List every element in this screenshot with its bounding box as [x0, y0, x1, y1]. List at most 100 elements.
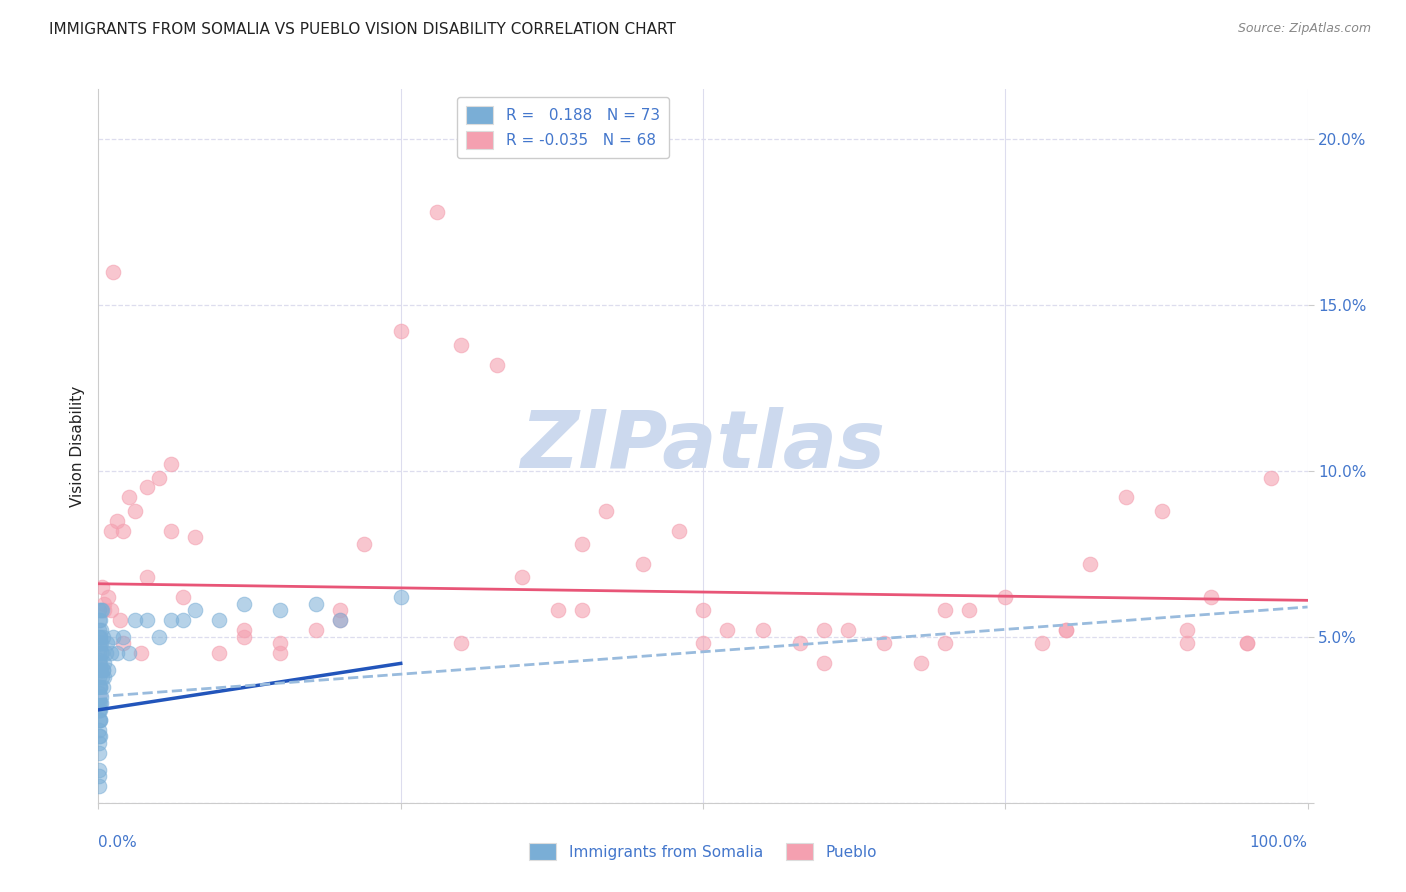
- Point: [89, 690, 111, 704]
- Point: [135, 570, 157, 584]
- Point: [87, 769, 110, 783]
- Point: [90, 696, 112, 710]
- Point: [1031, 636, 1053, 650]
- Point: [232, 597, 254, 611]
- Point: [93, 603, 115, 617]
- Point: [89, 657, 111, 671]
- Point: [90, 603, 112, 617]
- Point: [160, 524, 183, 538]
- Point: [93, 657, 115, 671]
- Point: [87, 746, 110, 760]
- Point: [135, 613, 157, 627]
- Point: [90, 690, 112, 704]
- Point: [692, 636, 714, 650]
- Point: [87, 603, 110, 617]
- Text: ZIPatlas: ZIPatlas: [520, 407, 886, 485]
- Point: [305, 624, 328, 638]
- Point: [269, 636, 291, 650]
- Point: [172, 590, 194, 604]
- Point: [789, 636, 811, 650]
- Point: [87, 653, 110, 667]
- Point: [208, 647, 231, 661]
- Point: [100, 603, 122, 617]
- Legend: R =   0.188   N = 73, R = -0.035   N = 68: R = 0.188 N = 73, R = -0.035 N = 68: [457, 97, 669, 158]
- Point: [873, 636, 896, 650]
- Point: [305, 597, 328, 611]
- Point: [94, 647, 117, 661]
- Point: [1078, 557, 1101, 571]
- Y-axis label: Vision Disability: Vision Disability: [69, 385, 84, 507]
- Point: [89, 730, 111, 744]
- Point: [87, 703, 110, 717]
- Point: [118, 647, 141, 661]
- Point: [450, 338, 472, 352]
- Point: [1236, 636, 1258, 650]
- Point: [91, 647, 114, 661]
- Point: [353, 537, 375, 551]
- Point: [90, 636, 112, 650]
- Point: [87, 696, 110, 710]
- Point: [595, 504, 617, 518]
- Point: [89, 680, 111, 694]
- Point: [91, 680, 114, 694]
- Point: [716, 624, 738, 638]
- Point: [450, 636, 472, 650]
- Point: [87, 663, 110, 677]
- Point: [1236, 636, 1258, 650]
- Point: [135, 481, 157, 495]
- Point: [1152, 504, 1174, 518]
- Point: [89, 713, 111, 727]
- Point: [129, 647, 152, 661]
- Point: [96, 636, 118, 650]
- Point: [101, 630, 124, 644]
- Point: [571, 537, 593, 551]
- Point: [124, 613, 146, 627]
- Point: [87, 703, 110, 717]
- Point: [232, 624, 254, 638]
- Point: [269, 603, 291, 617]
- Point: [208, 613, 231, 627]
- Point: [87, 723, 110, 737]
- Point: [668, 524, 690, 538]
- Point: [90, 603, 112, 617]
- Point: [91, 580, 114, 594]
- Point: [1175, 636, 1198, 650]
- Point: [87, 713, 110, 727]
- Point: [813, 624, 835, 638]
- Point: [89, 713, 111, 727]
- Point: [1199, 590, 1222, 604]
- Point: [329, 603, 352, 617]
- Point: [87, 736, 110, 750]
- Point: [90, 624, 112, 638]
- Point: [486, 358, 509, 372]
- Point: [1260, 470, 1282, 484]
- Point: [87, 779, 110, 793]
- Point: [510, 570, 533, 584]
- Point: [89, 703, 111, 717]
- Point: [934, 636, 956, 650]
- Point: [426, 205, 449, 219]
- Point: [100, 524, 122, 538]
- Point: [87, 686, 110, 700]
- Point: [124, 504, 146, 518]
- Point: [91, 670, 114, 684]
- Text: 0.0%: 0.0%: [98, 835, 138, 850]
- Point: [89, 680, 111, 694]
- Point: [692, 603, 714, 617]
- Point: [91, 630, 114, 644]
- Text: Source: ZipAtlas.com: Source: ZipAtlas.com: [1237, 22, 1371, 36]
- Point: [89, 630, 111, 644]
- Point: [93, 670, 115, 684]
- Point: [329, 613, 352, 627]
- Point: [269, 647, 291, 661]
- Point: [329, 613, 352, 627]
- Point: [957, 603, 980, 617]
- Point: [389, 590, 412, 604]
- Point: [89, 663, 111, 677]
- Point: [108, 613, 131, 627]
- Point: [89, 696, 111, 710]
- Point: [89, 613, 111, 627]
- Point: [87, 657, 110, 671]
- Legend: Immigrants from Somalia, Pueblo: Immigrants from Somalia, Pueblo: [523, 837, 883, 866]
- Point: [813, 657, 835, 671]
